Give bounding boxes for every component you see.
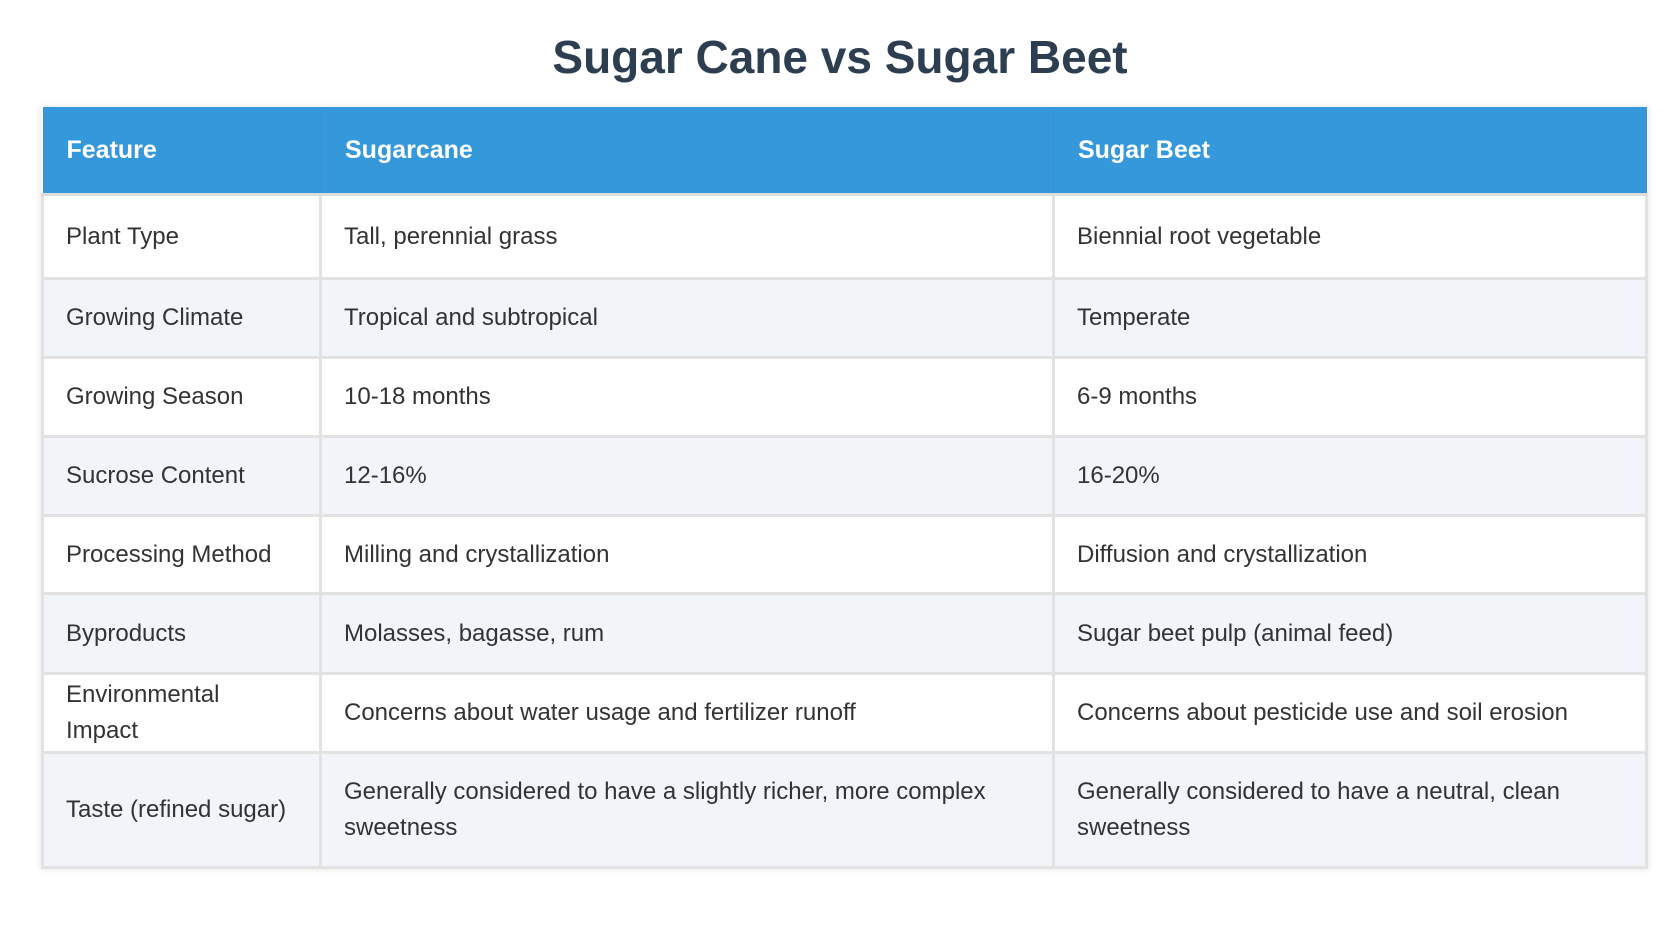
table-row: Sucrose Content 12-16% 16-20% bbox=[41, 435, 1648, 517]
cell-sugarcane: Concerns about water usage and fertilize… bbox=[319, 672, 1055, 754]
header-sugar-beet: Sugar Beet bbox=[1053, 107, 1647, 196]
cell-sugarcane: 10-18 months bbox=[319, 356, 1055, 438]
header-feature: Feature bbox=[42, 107, 321, 196]
comparison-table: Feature Sugarcane Sugar Beet Plant Type T… bbox=[41, 107, 1648, 869]
cell-feature: Byproducts bbox=[41, 592, 322, 675]
cell-sugar-beet: Generally considered to have a neutral, … bbox=[1052, 751, 1648, 869]
table-row: Growing Season 10-18 months 6-9 months bbox=[41, 356, 1648, 438]
table-row: Taste (refined sugar) Generally considere… bbox=[41, 751, 1648, 869]
cell-sugarcane: Molasses, bagasse, rum bbox=[319, 592, 1055, 675]
table-row: Environmental Impact Concerns about water… bbox=[41, 672, 1648, 754]
cell-sugarcane: Generally considered to have a slightly … bbox=[319, 751, 1055, 869]
cell-sugar-beet: Diffusion and crystallization bbox=[1052, 514, 1648, 595]
cell-sugar-beet: Biennial root vegetable bbox=[1052, 193, 1648, 280]
cell-sugar-beet: 6-9 months bbox=[1052, 356, 1648, 438]
table-row: Plant Type Tall, perennial grass Biennial … bbox=[41, 193, 1648, 280]
cell-sugarcane: Milling and crystallization bbox=[319, 514, 1055, 595]
cell-sugarcane: Tropical and subtropical bbox=[319, 277, 1055, 359]
cell-feature: Plant Type bbox=[41, 193, 322, 280]
header-row: Feature Sugarcane Sugar Beet bbox=[42, 107, 1647, 196]
table-row: Processing Method Milling and crystalliza… bbox=[41, 514, 1648, 595]
cell-feature: Sucrose Content bbox=[41, 435, 322, 517]
cell-sugar-beet: Concerns about pesticide use and soil er… bbox=[1052, 672, 1648, 754]
cell-feature: Growing Climate bbox=[41, 277, 322, 359]
cell-sugar-beet: Sugar beet pulp (animal feed) bbox=[1052, 592, 1648, 675]
cell-sugarcane: Tall, perennial grass bbox=[319, 193, 1055, 280]
cell-feature: Processing Method bbox=[41, 514, 322, 595]
cell-feature: Growing Season bbox=[41, 356, 322, 438]
header-sugarcane: Sugarcane bbox=[320, 107, 1054, 196]
table-row: Growing Climate Tropical and subtropical T… bbox=[41, 277, 1648, 359]
cell-feature: Taste (refined sugar) bbox=[41, 751, 322, 869]
cell-sugar-beet: 16-20% bbox=[1052, 435, 1648, 517]
page-title: Sugar Cane vs Sugar Beet bbox=[552, 31, 1128, 83]
cell-feature: Environmental Impact bbox=[41, 672, 322, 754]
cell-sugar-beet: Temperate bbox=[1052, 277, 1648, 359]
cell-sugarcane: 12-16% bbox=[319, 435, 1055, 517]
table-row: Byproducts Molasses, bagasse, rum Sugar be… bbox=[41, 592, 1648, 675]
